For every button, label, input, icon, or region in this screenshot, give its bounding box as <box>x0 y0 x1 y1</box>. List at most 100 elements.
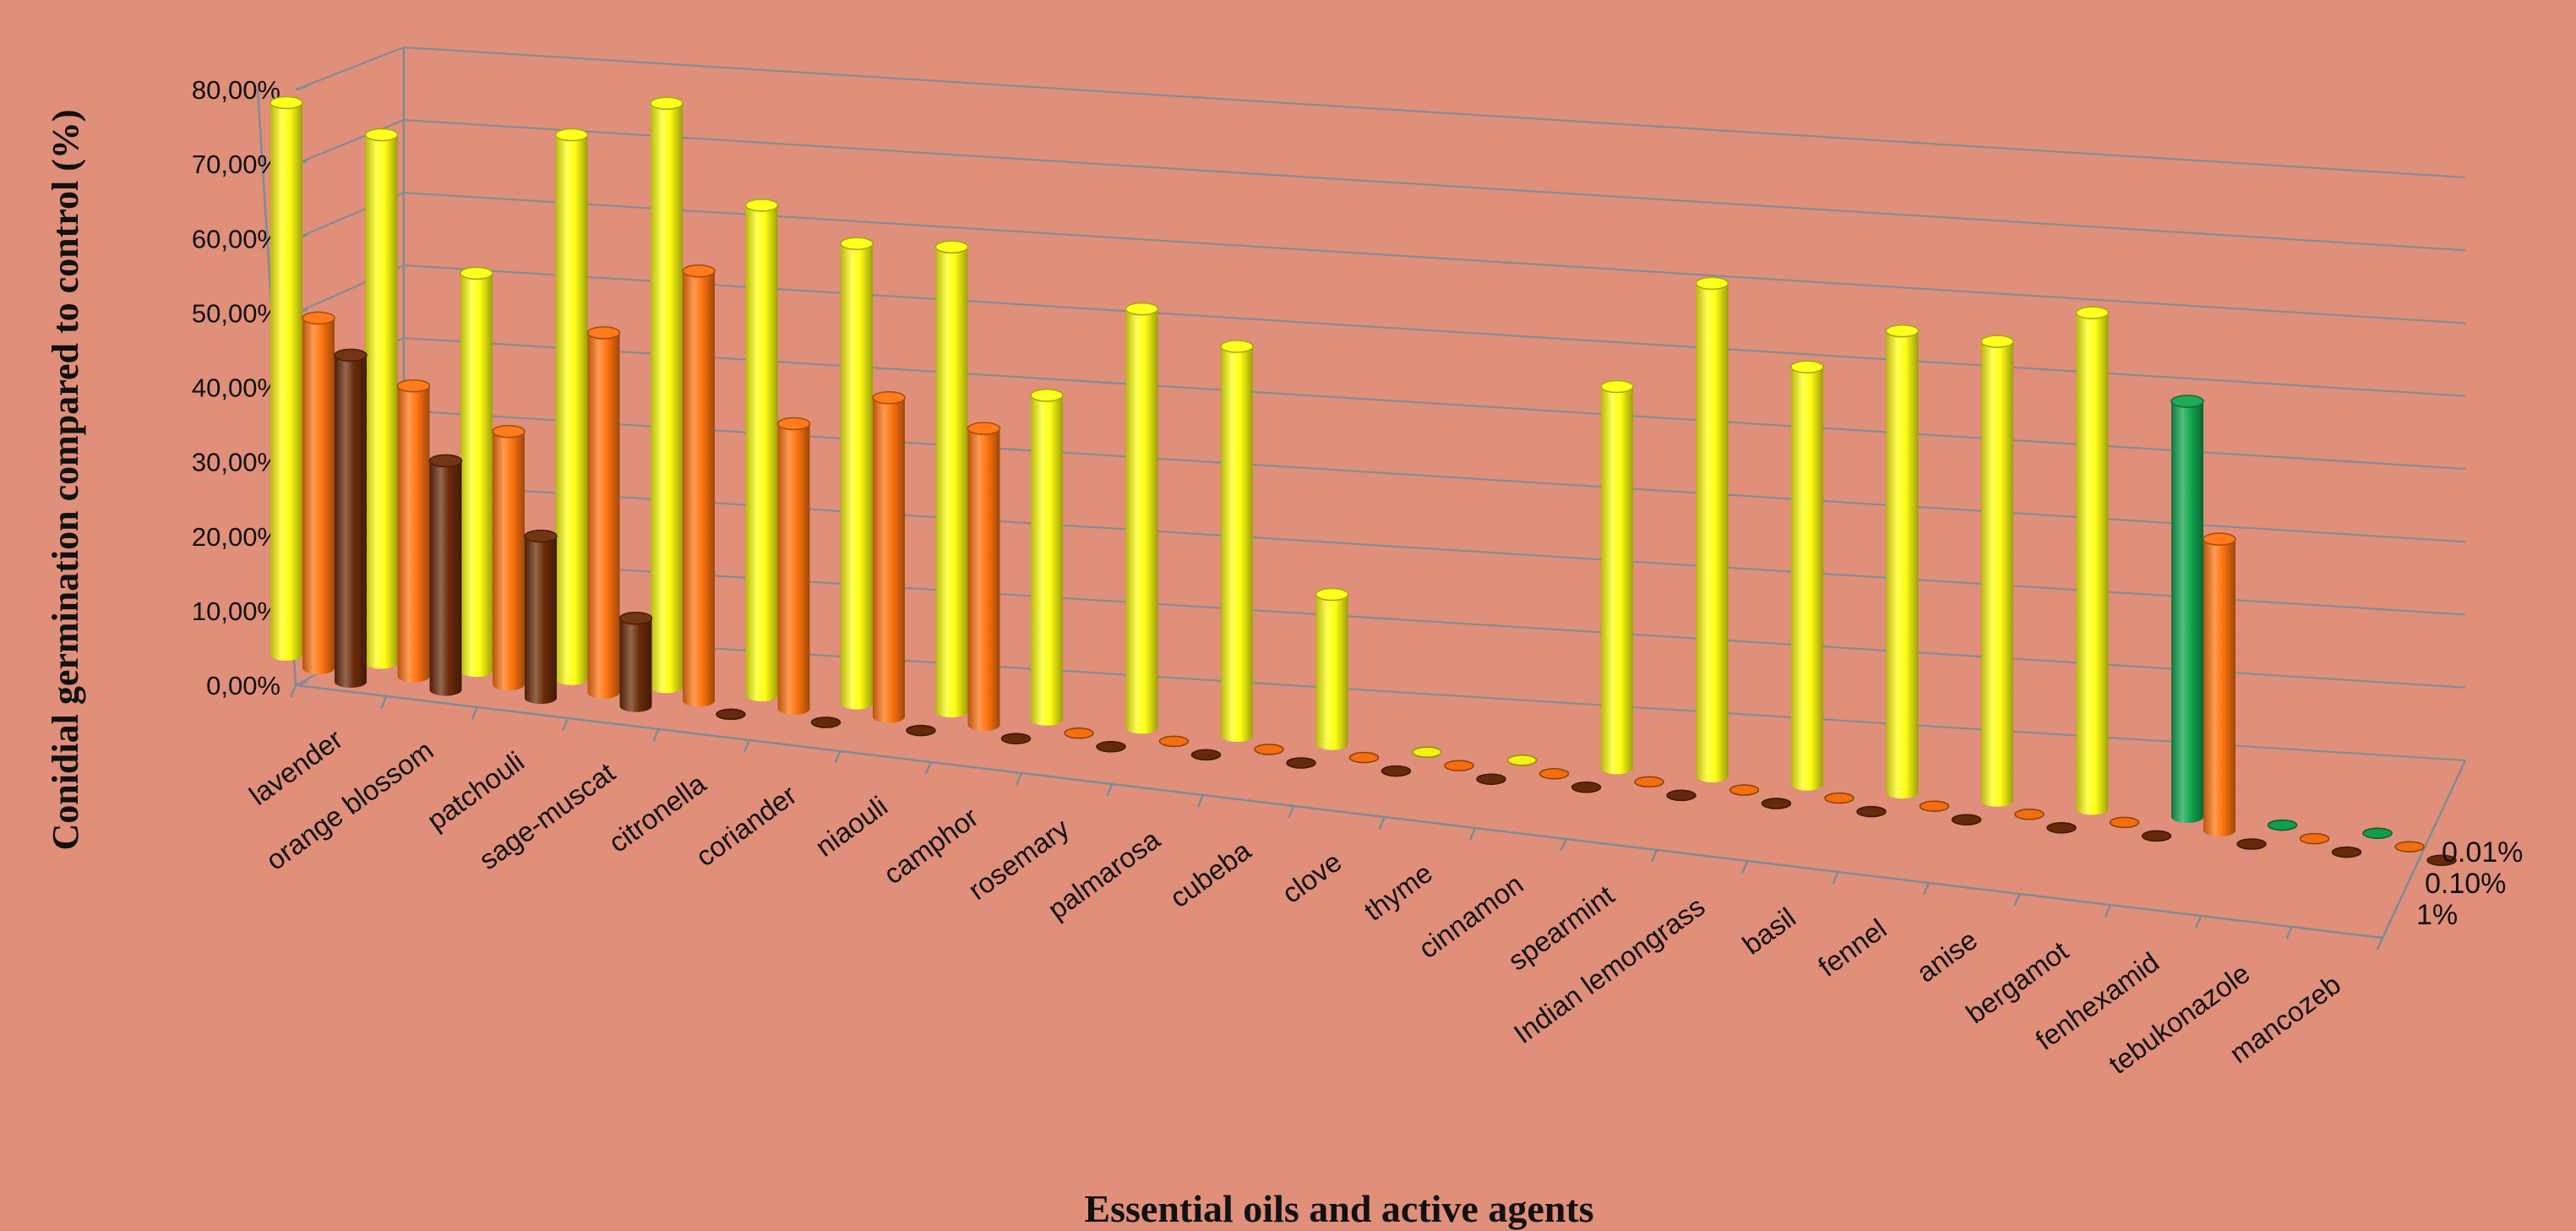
bar-0-01pct-citronella <box>650 96 683 694</box>
depth-axis-labels: 0.01%0.10%1% <box>2416 836 2523 931</box>
y-tick-label: 50,00% <box>192 298 280 328</box>
bar-0-01pct-cinnamon <box>1506 754 1538 766</box>
y-axis-title: Conidial germination compared to control… <box>45 109 86 850</box>
category-label: clove <box>1277 846 1348 909</box>
bar-0-10pct-basil <box>1824 792 1854 804</box>
y-tick-label: 40,00% <box>192 373 280 403</box>
y-tick-label: 70,00% <box>192 150 280 179</box>
y-tick-label: 80,00% <box>192 75 280 105</box>
bar-reference-mancozeb <box>2362 827 2393 839</box>
bar-1pct-lavender <box>334 348 368 688</box>
bar-0-10pct-patchouli <box>492 424 526 691</box>
x-tick-mark <box>1468 827 1477 841</box>
x-tick-mark <box>562 717 569 731</box>
bar-0-10pct-thyme <box>1444 760 1474 771</box>
bar-0-10pct-fennel <box>1919 800 1950 812</box>
x-tick-mark <box>1106 783 1114 797</box>
bar-0-10pct-rosemary <box>1064 727 1094 739</box>
bar-1pct-cubeba <box>1286 757 1316 769</box>
category-label: niaouli <box>809 790 893 863</box>
x-tick-mark <box>2013 893 2021 907</box>
category-label: cubeba <box>1164 834 1257 913</box>
bar-1pct-rosemary <box>1096 741 1126 753</box>
category-label: basil <box>1736 901 1801 961</box>
y-tick-mark <box>295 84 308 91</box>
bar-1pct-clove <box>1381 765 1412 777</box>
x-tick-mark <box>1015 772 1023 786</box>
bar-0-10pct-mancozeb <box>2394 841 2425 852</box>
category-label: anise <box>1911 923 1984 988</box>
bar-0-10pct-citronella <box>682 264 716 707</box>
category-label: thyme <box>1359 857 1438 927</box>
x-tick-mark <box>834 750 841 764</box>
bar-0-10pct-tebukonazole <box>2299 832 2330 845</box>
gridline <box>295 264 2466 397</box>
bar-0-10pct-indian-lemongrass <box>1729 784 1760 796</box>
bar-0-10pct-coriander <box>776 417 811 715</box>
x-tick-mark <box>1650 849 1658 863</box>
x-tick-mark <box>380 695 388 709</box>
x-tick-mark <box>2285 926 2293 940</box>
x-tick-mark <box>1741 860 1749 874</box>
x-axis-line <box>295 684 2383 940</box>
y-tick-label: 20,00% <box>192 522 280 552</box>
bar-0-01pct-patchouli <box>460 266 493 678</box>
bar-reference-fenhexamid <box>2170 395 2204 823</box>
bar-0-01pct-niaouli <box>840 237 874 710</box>
y-tick-label: 60,00% <box>192 224 280 253</box>
x-tick-mark <box>924 761 932 775</box>
bar-1pct-orange-blossom <box>428 454 463 696</box>
bar-0-01pct-camphor <box>934 240 969 718</box>
bar-1pct-cinnamon <box>1571 782 1602 793</box>
y-tick-label: 10,00% <box>192 596 280 626</box>
bar-0-01pct-bergamot <box>2075 306 2110 815</box>
bar-0-10pct-orange-blossom <box>396 379 431 683</box>
bar-0-01pct-lavender <box>270 95 303 661</box>
bar-0-01pct-basil <box>1790 360 1824 791</box>
bar-1pct-mancozeb <box>2426 854 2457 866</box>
bar-0-10pct-cinnamon <box>1539 768 1570 780</box>
y-tick-label: 30,00% <box>192 448 280 477</box>
bar-0-10pct-camphor <box>967 422 1001 732</box>
bar-1pct-indian-lemongrass <box>1761 798 1792 809</box>
depth-label: 1% <box>2416 899 2458 931</box>
x-tick-mark <box>652 728 660 742</box>
bars <box>270 95 2457 866</box>
bar-0-10pct-bergamot <box>2109 816 2140 829</box>
bar-0-01pct-spearmint <box>1600 379 1634 775</box>
bar-0-01pct-rosemary <box>1030 389 1064 726</box>
y-tick-labels: 0,00% 10,00% 20,00% 30,00% 40,00% 50,00% 60,00… <box>192 75 280 700</box>
bar-0-01pct-orange-blossom <box>364 128 399 669</box>
x-tick-mark <box>1288 805 1295 819</box>
bar-0-10pct-lavender <box>302 311 335 674</box>
bar-1pct-citronella <box>716 708 746 721</box>
gridline <box>295 118 2466 252</box>
y-tick-label: 0,00% <box>206 671 280 700</box>
bar-0-10pct-cubeba <box>1254 744 1284 755</box>
bar-1pct-thyme <box>1476 773 1506 785</box>
bar-0-10pct-niaouli <box>872 390 906 723</box>
gridline <box>295 46 2466 178</box>
bar-0-01pct-sage-muscat <box>554 128 589 685</box>
bar-reference-tebukonazole <box>2267 819 2298 831</box>
bar-1pct-fennel <box>1951 814 1982 825</box>
bar-0-01pct-anise <box>1980 335 2014 807</box>
bar-0-01pct-palmarosa <box>1125 302 1159 734</box>
bar-0-10pct-spearmint <box>1634 776 1664 788</box>
bar-1pct-camphor <box>1000 733 1032 744</box>
gridline <box>295 409 2466 543</box>
bar-0-10pct-clove <box>1348 751 1380 764</box>
gridline <box>295 482 2466 616</box>
bar-1pct-spearmint <box>1666 789 1696 802</box>
x-tick-mark <box>1196 794 1205 808</box>
bar-1pct-fenhexamid <box>2236 838 2267 850</box>
x-tick-mark <box>471 706 478 720</box>
category-label: fennel <box>1812 912 1892 983</box>
bar-1pct-bergamot <box>2141 830 2172 842</box>
bar-0-01pct-coriander <box>744 199 779 702</box>
bar-0-01pct-indian-lemongrass <box>1695 276 1729 783</box>
bar-0-10pct-sage-muscat <box>586 326 621 699</box>
gridline <box>295 191 2466 324</box>
gridline <box>295 336 2466 470</box>
